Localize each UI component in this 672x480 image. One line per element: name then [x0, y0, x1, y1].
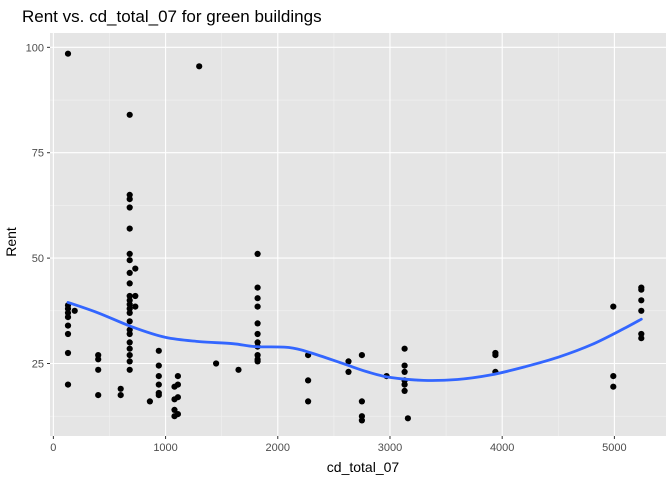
- data-point: [126, 330, 133, 338]
- x-axis-title: cd_total_07: [327, 459, 400, 475]
- data-point: [155, 392, 162, 399]
- y-axis-title: Rent: [3, 227, 19, 257]
- data-point: [64, 314, 72, 321]
- data-point: [126, 225, 133, 232]
- data-point: [155, 362, 162, 369]
- x-axis-ticks: 0 1000 2000 3000 4000 5000: [50, 436, 627, 454]
- data-point: [254, 295, 261, 302]
- data-point: [126, 111, 133, 118]
- data-point: [358, 417, 365, 424]
- major-gridlines: [50, 33, 666, 436]
- data-point: [638, 335, 645, 342]
- data-point: [155, 347, 162, 354]
- data-point: [401, 368, 408, 375]
- data-point: [126, 196, 133, 203]
- data-point: [126, 269, 133, 276]
- data-point: [95, 366, 102, 373]
- data-point: [174, 394, 181, 401]
- data-point: [64, 50, 72, 57]
- x-tick-label: 0: [50, 442, 56, 454]
- data-point: [638, 307, 645, 314]
- data-point: [126, 345, 133, 352]
- data-point: [305, 398, 312, 405]
- data-point: [254, 358, 261, 365]
- data-point: [213, 360, 220, 367]
- data-point: [126, 280, 133, 287]
- data-point: [126, 257, 133, 264]
- data-point: [401, 345, 408, 352]
- data-point: [610, 373, 617, 380]
- minor-gridlines: [50, 33, 666, 436]
- data-point: [126, 352, 133, 359]
- data-point: [126, 204, 133, 211]
- data-point: [155, 373, 162, 380]
- data-point: [401, 387, 408, 394]
- data-point: [126, 358, 133, 365]
- data-point: [196, 63, 203, 70]
- chart-title: Rent vs. cd_total_07 for green buildings: [22, 7, 322, 26]
- data-point: [174, 411, 181, 418]
- data-point: [174, 373, 181, 380]
- x-tick-label: 1000: [153, 442, 177, 454]
- data-point: [404, 415, 411, 422]
- data-point: [64, 349, 72, 357]
- data-point: [132, 303, 139, 310]
- y-tick-label: 100: [26, 42, 44, 54]
- y-axis-ticks: 25 50 75 100: [26, 42, 50, 370]
- x-tick-label: 2000: [266, 442, 290, 454]
- data-point: [401, 362, 408, 369]
- y-tick-label: 75: [32, 148, 44, 160]
- data-point: [132, 292, 139, 300]
- data-point: [610, 383, 617, 390]
- x-tick-label: 4000: [490, 442, 514, 454]
- data-point: [305, 377, 312, 384]
- data-point: [638, 286, 645, 293]
- data-point: [345, 368, 352, 375]
- data-point: [358, 398, 365, 405]
- data-point: [254, 330, 261, 338]
- data-point: [117, 392, 124, 399]
- data-point: [95, 392, 102, 399]
- data-point: [401, 381, 408, 388]
- plot-panel: [50, 33, 666, 436]
- data-point: [64, 322, 72, 329]
- data-point: [126, 292, 133, 300]
- x-tick-label: 5000: [602, 442, 626, 454]
- data-point: [254, 320, 261, 327]
- data-point: [492, 352, 499, 359]
- y-tick-label: 25: [32, 358, 44, 370]
- data-point: [155, 381, 162, 388]
- data-point: [126, 339, 133, 346]
- data-point: [254, 250, 261, 257]
- data-point: [358, 352, 365, 359]
- x-tick-label: 3000: [378, 442, 402, 454]
- data-point: [235, 366, 242, 373]
- data-point: [254, 284, 261, 291]
- data-point: [638, 297, 645, 304]
- data-point: [126, 250, 133, 257]
- data-point: [146, 398, 153, 405]
- data-point: [254, 303, 261, 310]
- data-point: [117, 385, 124, 392]
- data-point: [171, 406, 178, 413]
- data-point: [126, 318, 133, 325]
- y-tick-label: 50: [32, 253, 44, 265]
- data-point: [126, 366, 133, 373]
- data-point: [610, 303, 617, 310]
- data-point: [345, 358, 352, 365]
- data-point: [71, 307, 78, 314]
- data-points: [64, 50, 645, 424]
- data-point: [95, 356, 102, 363]
- data-point: [132, 265, 139, 272]
- data-point: [126, 309, 133, 316]
- smooth-trend-line: [66, 301, 643, 382]
- data-point: [64, 381, 72, 388]
- data-point: [174, 381, 181, 388]
- data-point: [64, 330, 72, 338]
